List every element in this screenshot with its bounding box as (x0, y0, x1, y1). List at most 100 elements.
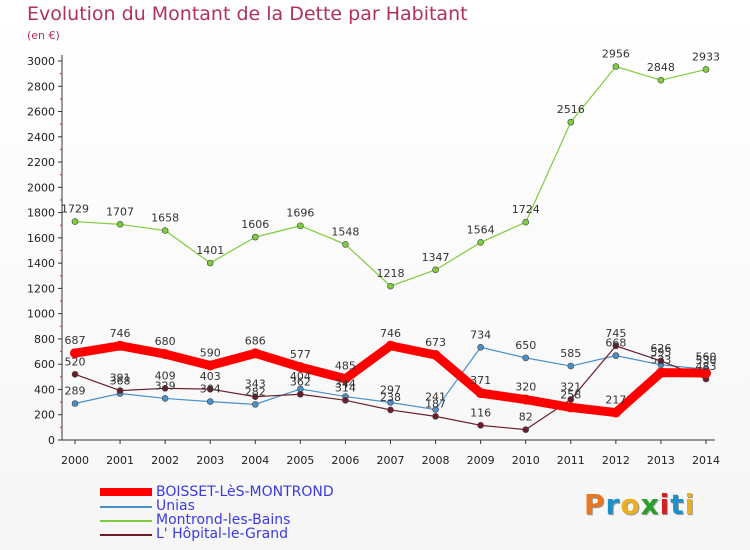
x-tick-label: 2003 (196, 454, 224, 467)
data-point-unias (567, 362, 575, 370)
y-tick-label: 2600 (27, 106, 55, 119)
brand-letter: P (584, 488, 606, 521)
data-label-hopital: 409 (155, 369, 176, 382)
y-tick-label: 2400 (27, 131, 55, 144)
data-label-montrond: 2956 (602, 48, 630, 61)
data-point-hopital (297, 390, 304, 398)
data-label-unias: 289 (65, 384, 86, 397)
data-label-boisset: 320 (515, 381, 536, 394)
y-tick-label: 2200 (27, 156, 55, 169)
data-label-boisset: 590 (200, 346, 221, 359)
data-point-hopital (251, 393, 259, 400)
brand-letter: o (620, 488, 641, 521)
data-point-boisset (205, 360, 216, 371)
y-tick-label: 2800 (27, 80, 55, 93)
data-point-unias (251, 401, 259, 408)
data-label-hopital: 314 (335, 381, 356, 394)
data-point-hopital (161, 385, 169, 392)
data-label-unias: 304 (200, 383, 221, 396)
data-label-montrond: 2933 (692, 50, 720, 63)
y-tick-label: 1600 (27, 232, 55, 245)
data-label-boisset: 746 (110, 327, 131, 340)
x-tick-label: 2013 (647, 454, 675, 467)
x-tick-label: 2009 (467, 454, 495, 467)
legend-label-unias: Unias (156, 498, 195, 514)
data-label-hopital: 362 (290, 375, 311, 388)
data-point-montrond (567, 118, 575, 126)
data-label-boisset: 686 (245, 334, 266, 347)
data-label-boisset: 485 (335, 360, 356, 373)
data-label-montrond: 1707 (106, 205, 134, 218)
data-label-unias: 560 (696, 350, 717, 363)
data-point-boisset (565, 402, 576, 413)
brand-letter: x (640, 488, 660, 521)
y-tick-label: 2000 (27, 181, 55, 194)
data-label-unias: 585 (560, 347, 581, 360)
data-label-unias: 650 (515, 339, 536, 352)
data-label-hopital: 82 (519, 411, 533, 424)
data-point-boisset (385, 340, 396, 351)
x-tick-label: 2012 (602, 454, 630, 467)
legend-label-montrond: Montrond-les-Bains (156, 512, 291, 528)
data-point-boisset (295, 362, 306, 373)
data-label-unias: 344 (335, 378, 356, 391)
data-point-boisset (655, 367, 666, 378)
y-tick-label: 1200 (27, 282, 55, 295)
data-point-montrond (161, 227, 169, 234)
data-point-unias (161, 395, 169, 402)
data-label-hopital: 238 (380, 391, 401, 404)
legend-swatch-unias (100, 506, 152, 508)
data-point-montrond (116, 221, 124, 228)
data-point-hopital (116, 387, 124, 394)
data-point-montrond (206, 259, 214, 267)
data-label-hopital: 321 (560, 380, 581, 393)
data-point-montrond (297, 222, 304, 230)
data-point-boisset (610, 407, 621, 418)
data-label-montrond: 1548 (331, 225, 359, 238)
data-label-boisset: 577 (290, 348, 311, 361)
data-point-unias (612, 352, 620, 359)
chart-title: Evolution du Montant de la Dette par Hab… (27, 3, 468, 25)
data-point-unias (477, 343, 484, 351)
data-label-montrond: 1606 (241, 218, 269, 231)
brand-letter: i (684, 488, 696, 521)
chart-subtitle: (en €) (27, 29, 60, 42)
data-point-unias (71, 400, 79, 407)
x-tick-label: 2005 (286, 454, 314, 467)
y-tick-label: 1400 (27, 257, 55, 270)
data-label-montrond: 2848 (647, 61, 675, 74)
x-tick-label: 2002 (151, 454, 179, 467)
data-point-hopital (522, 426, 530, 433)
legend-swatch-boisset (100, 488, 152, 496)
data-point-montrond (71, 218, 79, 225)
data-point-montrond (657, 76, 665, 84)
data-label-boisset: 680 (155, 335, 176, 348)
y-tick-label: 1000 (27, 308, 55, 321)
data-label-hopital: 343 (245, 378, 266, 391)
data-point-montrond (477, 239, 484, 246)
data-label-unias: 404 (290, 370, 311, 383)
data-point-montrond (612, 63, 620, 70)
data-label-boisset: 371 (470, 374, 491, 387)
data-point-montrond (387, 282, 394, 290)
data-label-unias: 368 (110, 375, 131, 388)
legend-swatch-hopital (100, 534, 152, 536)
data-point-boisset (70, 348, 80, 359)
y-tick-label: 0 (48, 434, 55, 447)
data-label-hopital: 391 (110, 372, 131, 385)
data-label-boisset: 687 (65, 334, 86, 347)
legend-label-boisset: BOISSET-LèS-MONTROND (156, 484, 334, 500)
data-point-unias (432, 406, 439, 413)
data-point-unias (522, 354, 530, 362)
data-label-montrond: 1724 (512, 203, 540, 216)
data-label-unias: 595 (650, 346, 671, 359)
data-label-unias: 329 (155, 379, 176, 392)
data-label-montrond: 1729 (61, 203, 89, 216)
series-line-montrond (74, 65, 707, 287)
data-label-hopital: 403 (200, 370, 221, 383)
data-point-hopital (432, 413, 439, 420)
data-point-unias (206, 398, 214, 405)
data-label-unias: 297 (380, 383, 401, 396)
